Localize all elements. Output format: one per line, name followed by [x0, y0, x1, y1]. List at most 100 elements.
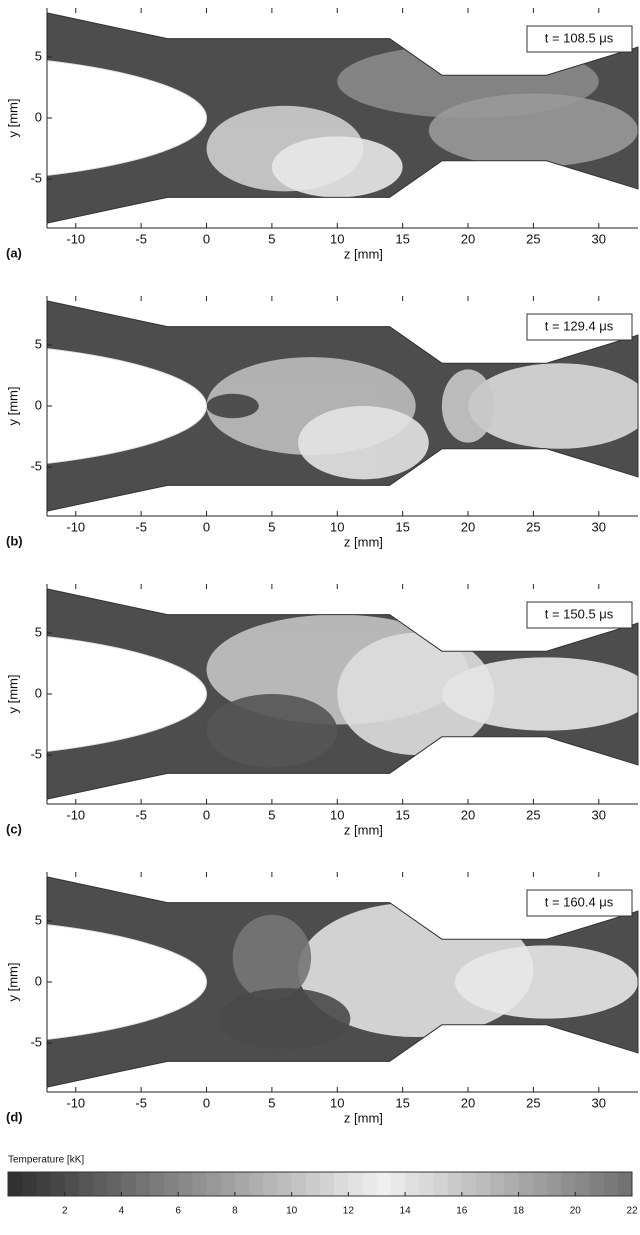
y-tick-label: -5: [30, 1035, 42, 1050]
colorbar-step: [575, 1172, 590, 1196]
x-tick-label: 0: [203, 231, 210, 246]
colorbar-step: [462, 1172, 477, 1196]
colorbar-step: [22, 1172, 37, 1196]
x-tick-label: 0: [203, 519, 210, 534]
x-tick-label: 5: [268, 1095, 275, 1110]
colorbar-step: [178, 1172, 193, 1196]
x-tick-label: -10: [66, 519, 85, 534]
y-tick-label: 0: [35, 109, 42, 124]
colorbar-step: [433, 1172, 448, 1196]
x-tick-label: 5: [268, 807, 275, 822]
x-axis-label: z [mm]: [344, 534, 383, 549]
colorbar-title: Temperature [kK]: [8, 1155, 84, 1166]
x-tick-label: -10: [66, 231, 85, 246]
colorbar-tick-label: 12: [343, 1206, 355, 1217]
colorbar-step: [263, 1172, 278, 1196]
colorbar-step: [8, 1172, 23, 1196]
colorbar-tick-label: 16: [456, 1206, 468, 1217]
colorbar-tick-label: 18: [513, 1206, 525, 1217]
x-tick-label: 5: [268, 519, 275, 534]
colorbar-step: [377, 1172, 392, 1196]
colorbar-step: [448, 1172, 463, 1196]
colorbar-step: [221, 1172, 236, 1196]
colorbar-step: [334, 1172, 349, 1196]
y-axis-label: y [mm]: [5, 675, 20, 714]
temperature-zone: [455, 945, 638, 1018]
colorbar-step: [391, 1172, 406, 1196]
colorbar-step: [51, 1172, 66, 1196]
colorbar-tick-label: 8: [232, 1206, 238, 1217]
colorbar-step: [235, 1172, 250, 1196]
colorbar-step: [164, 1172, 179, 1196]
y-axis-label: y [mm]: [5, 99, 20, 138]
colorbar-step: [618, 1172, 633, 1196]
colorbar-step: [249, 1172, 264, 1196]
colorbar-tick-label: 14: [400, 1206, 412, 1217]
x-tick-label: 30: [592, 807, 606, 822]
colorbar-tick-label: 10: [286, 1206, 298, 1217]
y-tick-label: 5: [35, 336, 42, 351]
x-tick-label: 20: [461, 231, 475, 246]
x-tick-label: 30: [592, 519, 606, 534]
colorbar-step: [504, 1172, 519, 1196]
y-axis-label: y [mm]: [5, 387, 20, 426]
colorbar-step: [533, 1172, 548, 1196]
panel-label: (a): [6, 245, 22, 260]
figure: -10-5051015202530-505z [mm]y [mm](a)t = …: [0, 0, 640, 1230]
temperature-zone: [220, 988, 351, 1049]
x-tick-label: 20: [461, 519, 475, 534]
colorbar-step: [589, 1172, 604, 1196]
colorbar-step: [306, 1172, 321, 1196]
colorbar-step: [320, 1172, 335, 1196]
colorbar-step: [547, 1172, 562, 1196]
x-tick-label: -5: [135, 231, 147, 246]
temperature-zone: [207, 694, 338, 767]
colorbar-step: [121, 1172, 136, 1196]
x-tick-label: -10: [66, 807, 85, 822]
colorbar-tick-label: 4: [119, 1206, 125, 1217]
temperature-zone: [272, 136, 403, 197]
colorbar-tick-label: 2: [62, 1206, 68, 1217]
x-tick-label: -5: [135, 519, 147, 534]
y-tick-label: -5: [30, 747, 42, 762]
colorbar-step: [150, 1172, 165, 1196]
x-tick-label: 25: [526, 519, 540, 534]
temperature-zone: [429, 94, 638, 167]
colorbar-tick-label: 20: [570, 1206, 582, 1217]
x-tick-label: 25: [526, 1095, 540, 1110]
panel-label: (c): [6, 821, 22, 836]
temperature-zone: [298, 406, 429, 479]
colorbar-step: [519, 1172, 534, 1196]
colorbar-step: [93, 1172, 108, 1196]
colorbar-step: [277, 1172, 292, 1196]
x-tick-label: 30: [592, 231, 606, 246]
x-axis-label: z [mm]: [344, 246, 383, 261]
x-tick-label: 30: [592, 1095, 606, 1110]
x-tick-label: 5: [268, 231, 275, 246]
y-tick-label: 5: [35, 624, 42, 639]
colorbar-step: [561, 1172, 576, 1196]
colorbar-tick-label: 6: [175, 1206, 181, 1217]
temperature-zone: [442, 369, 494, 442]
x-tick-label: 10: [330, 519, 344, 534]
colorbar-step: [490, 1172, 505, 1196]
annotation: t = 160.4 μs: [545, 894, 614, 909]
colorbar-step: [192, 1172, 207, 1196]
y-tick-label: 5: [35, 912, 42, 927]
annotation: t = 129.4 μs: [545, 318, 614, 333]
colorbar-step: [292, 1172, 307, 1196]
colorbar-step: [107, 1172, 122, 1196]
x-tick-label: 10: [330, 807, 344, 822]
x-tick-label: -5: [135, 807, 147, 822]
y-tick-label: 5: [35, 48, 42, 63]
panel-label: (d): [6, 1109, 23, 1124]
annotation: t = 108.5 μs: [545, 30, 614, 45]
temperature-zone: [233, 915, 311, 1001]
x-tick-label: 15: [395, 1095, 409, 1110]
colorbar-step: [604, 1172, 619, 1196]
colorbar-step: [36, 1172, 51, 1196]
x-tick-label: 25: [526, 807, 540, 822]
colorbar-step: [65, 1172, 80, 1196]
temperature-zone: [207, 394, 259, 418]
x-tick-label: 0: [203, 807, 210, 822]
